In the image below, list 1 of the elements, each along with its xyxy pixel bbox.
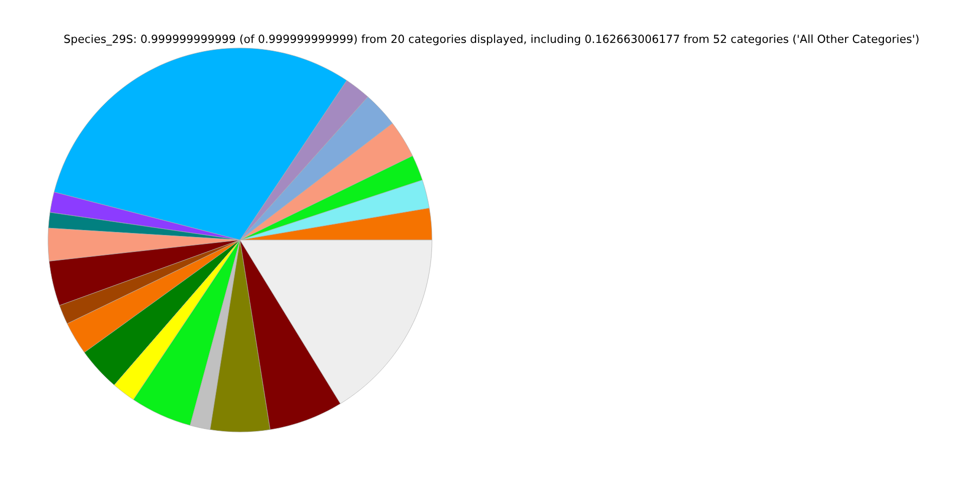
text: Species_29S: 0.999999999999 (of 0.999999999999) from 20 categories displayed, including 0.162663006177 from 52 categories ('All Other Categories') — [64, 34, 918, 46]
